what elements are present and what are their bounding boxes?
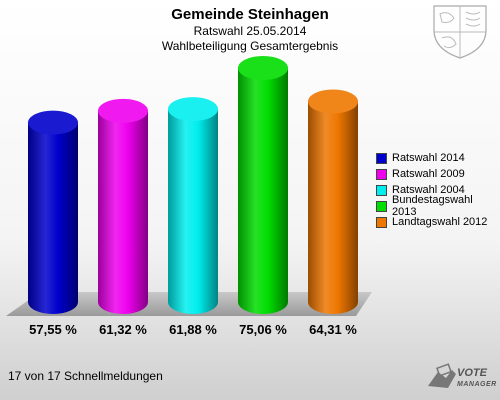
bar	[238, 68, 288, 314]
coat-of-arms-icon	[433, 5, 487, 59]
legend-item: Ratswahl 2014	[376, 150, 500, 166]
legend-label: Bundestagswahl 2013	[391, 194, 473, 218]
legend-swatch	[376, 216, 387, 228]
bar-top-cap	[308, 89, 358, 114]
legend-swatch	[376, 184, 387, 196]
legend-swatch	[376, 152, 387, 164]
chart-title: Gemeinde Steinhagen	[171, 6, 329, 23]
bar-top-cap	[238, 56, 288, 80]
legend-label: Ratswahl 2004	[392, 184, 465, 196]
ballot-hand-icon	[428, 363, 456, 388]
legend-item: Ratswahl 2004	[376, 182, 500, 198]
bar-value-label: 57,55 %	[29, 322, 77, 337]
bar-top-cap	[168, 97, 218, 122]
legend-swatch	[376, 168, 387, 180]
bar	[308, 101, 358, 315]
legend-item: Ratswahl 2009	[376, 166, 500, 182]
legend-item: Landtagswahl 2012	[376, 214, 500, 230]
bar-value-label: 75,06 %	[239, 322, 287, 337]
legend-item: Bundestagswahl 2013	[376, 194, 500, 218]
bar	[98, 110, 148, 314]
bar-value-label: 61,32 %	[99, 322, 147, 337]
legend-swatch	[376, 200, 387, 212]
legend: Ratswahl 2014 Ratswahl 2009 Ratswahl 200…	[376, 150, 500, 230]
footer-status: 17 von 17 Schnellmeldungen	[8, 369, 163, 383]
bar	[28, 122, 78, 314]
legend-label: Ratswahl 2014	[392, 152, 465, 164]
bar	[168, 109, 218, 314]
vote-manager-logo: VOTE MANAGER	[457, 368, 497, 390]
logo-line-1: VOTE	[457, 367, 487, 379]
legend-label: Ratswahl 2009	[392, 168, 465, 180]
bar-value-label: 64,31 %	[309, 322, 357, 337]
bar-top-cap	[28, 110, 78, 135]
chart-subtitle-line-2: Wahlbeteiligung Gesamtergebnis	[161, 39, 339, 53]
legend-label: Landtagswahl 2012	[392, 216, 488, 228]
bar-value-label: 61,88 %	[169, 322, 217, 337]
chart-subtitle-line-1: Ratswahl 25.05.2014	[193, 24, 307, 38]
logo-line-2: MANAGER	[457, 381, 497, 388]
bar-top-cap	[98, 98, 148, 123]
